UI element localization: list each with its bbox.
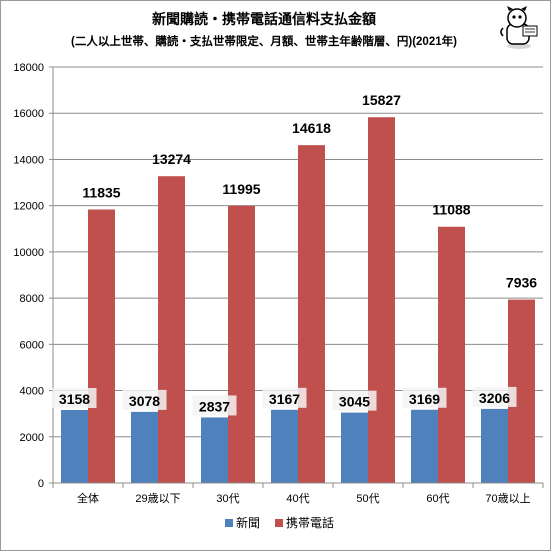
data-label: 2837: [199, 398, 230, 414]
data-label: 11835: [82, 184, 120, 200]
data-label-background: [402, 387, 447, 408]
bar-新聞: [61, 410, 88, 483]
data-label: 13274: [152, 151, 191, 167]
y-tick-label: 6000: [20, 339, 44, 351]
x-category-label: 29歳以下: [135, 492, 180, 505]
y-tick-label: 8000: [20, 293, 44, 305]
chart-subtitle: (二人以上世帯、購読・支払世帯限定、月額、世帯主年齢階層、円)(2021年): [71, 34, 457, 48]
bar-携帯電話: [438, 226, 465, 483]
x-category-label: 40代: [286, 492, 309, 505]
data-label-background: [52, 388, 97, 409]
x-category-label: 60代: [426, 492, 449, 505]
bar-携帯電話: [228, 205, 255, 483]
bar-新聞: [201, 417, 228, 483]
bar-携帯電話: [158, 176, 185, 483]
data-label-background: [472, 386, 517, 407]
data-label-background: [192, 395, 237, 416]
data-label-background: [122, 389, 167, 410]
bar-新聞: [481, 408, 508, 483]
bar-新聞: [131, 411, 158, 483]
data-label: 11995: [222, 181, 260, 197]
y-tick-label: 14000: [13, 154, 44, 166]
y-tick-label: 18000: [13, 62, 44, 74]
bar-携帯電話: [298, 145, 325, 483]
data-label: 3158: [59, 391, 90, 407]
data-label: 3206: [479, 390, 510, 406]
legend-swatch: [225, 519, 233, 527]
x-category-label: 30代: [216, 492, 239, 505]
bar-新聞: [411, 409, 438, 483]
data-label: 3078: [129, 393, 160, 409]
y-tick-label: 2000: [20, 432, 44, 444]
bar-携帯電話: [368, 117, 395, 483]
data-label: 7936: [506, 275, 537, 291]
legend-label: 携帯電話: [286, 515, 334, 530]
legend-swatch: [275, 519, 283, 527]
bar-新聞: [341, 412, 368, 483]
x-category-label: 70歳以上: [485, 492, 530, 505]
data-label: 15827: [362, 92, 401, 108]
data-label: 14618: [292, 120, 331, 136]
x-category-label: 全体: [77, 491, 99, 505]
data-label: 3169: [409, 391, 440, 407]
bar-携帯電話: [88, 209, 115, 484]
mascot-icon: [500, 6, 538, 49]
y-tick-label: 0: [38, 478, 44, 490]
y-tick-label: 4000: [20, 386, 44, 398]
data-label-background: [262, 387, 307, 408]
data-label-background: [332, 390, 377, 411]
chart-title: 新聞購読・携帯電話通信料支払金額: [152, 11, 376, 27]
y-tick-label: 12000: [13, 201, 44, 213]
data-label: 3045: [339, 394, 370, 410]
legend-label: 新聞: [236, 515, 260, 530]
y-tick-label: 10000: [13, 247, 44, 259]
y-tick-label: 16000: [13, 108, 44, 120]
data-label: 3167: [269, 391, 300, 407]
data-label: 11088: [432, 202, 470, 218]
x-category-label: 50代: [356, 492, 379, 505]
bar-新聞: [271, 409, 298, 483]
